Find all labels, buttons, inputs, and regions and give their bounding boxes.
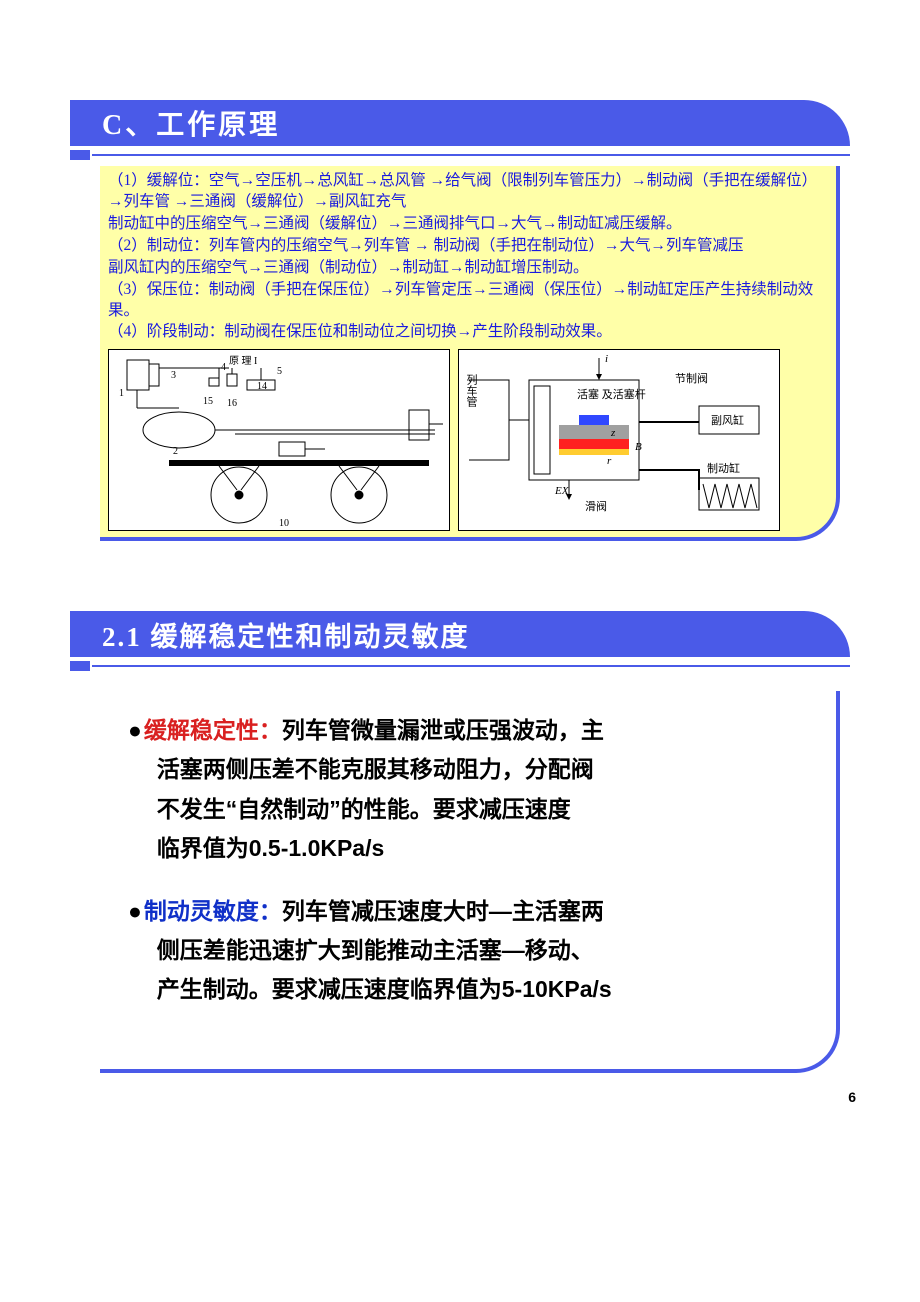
definition-brake-sensitivity: ●制动灵敏度：列车管减压速度大时—主活塞两 侧压差能迅速扩大到能推动主活塞—移动… bbox=[128, 892, 808, 1009]
def-text: 临界值为0.5-1.0KPa/s bbox=[157, 829, 808, 868]
diagram-triple-valve: 列车管 活塞 及活塞杆 节制阀 副风缸 制动缸 滑阀 B z r EX i bbox=[458, 349, 780, 531]
principle-line: （3）保压位：制动阀（手把在保压位）→列车管定压→三通阀（保压位）→制动缸定压产… bbox=[108, 280, 826, 322]
def-text: 列车管减压速度大时—主活塞两 bbox=[282, 898, 604, 924]
label-14: 14 bbox=[257, 381, 267, 392]
underline-rule bbox=[92, 154, 850, 156]
slide2-title: 2.1 缓解稳定性和制动灵敏度 bbox=[90, 611, 850, 657]
label-4: 4 bbox=[221, 362, 226, 373]
page-number: 6 bbox=[848, 1089, 856, 1105]
slide1-underline bbox=[70, 150, 850, 160]
label-2: 2 bbox=[173, 446, 178, 457]
label-valve: 节制阀 bbox=[675, 371, 708, 385]
label-EX: EX bbox=[554, 485, 570, 497]
label-3: 3 bbox=[171, 370, 176, 381]
def-text: 产生制动。要求减压速度临界值为5-10KPa/s bbox=[157, 970, 808, 1009]
principle-line: （2）制动位：列车管内的压缩空气→列车管 → 制动阀（手把在制动位）→大气→列车… bbox=[108, 236, 826, 257]
def-text: 侧压差能迅速扩大到能推动主活塞—移动、 bbox=[157, 931, 808, 970]
label-1: 1 bbox=[119, 388, 124, 399]
bullet-icon: ● bbox=[128, 898, 142, 924]
label-pipe: 列车管 bbox=[465, 373, 478, 408]
label-piston: 活塞 及活塞杆 bbox=[577, 387, 646, 401]
label-15: 15 bbox=[203, 396, 213, 407]
header-accent bbox=[70, 100, 90, 146]
label-5: 5 bbox=[277, 366, 282, 377]
slide2-header: 2.1 缓解稳定性和制动灵敏度 bbox=[70, 611, 850, 657]
diagram-train-schematic: 1 2 3 4 5 10 14 15 16 原 理 I bbox=[108, 349, 450, 531]
slide2-body: ●缓解稳定性：列车管微量漏泄或压强波动，主 活塞两侧压差不能克服其移动阻力，分配… bbox=[100, 691, 840, 1073]
slide2-underline bbox=[70, 661, 850, 671]
def-text: 不发生“自然制动”的性能。要求减压速度 bbox=[157, 790, 808, 829]
slide1-body: （1）缓解位：空气→空压机→总风缸→总风管 →给气阀（限制列车管压力）→制动阀（… bbox=[100, 166, 840, 541]
bullet-icon: ● bbox=[128, 717, 142, 743]
slide1-title: C、工作原理 bbox=[90, 100, 850, 146]
definition-release-stability: ●缓解稳定性：列车管微量漏泄或压强波动，主 活塞两侧压差不能克服其移动阻力，分配… bbox=[128, 711, 808, 867]
def-text: 活塞两侧压差不能克服其移动阻力，分配阀 bbox=[157, 750, 808, 789]
principle-line: 制动缸中的压缩空气→三通阀（缓解位）→三通阀排气口→大气→制动缸减压缓解。 bbox=[108, 214, 826, 235]
label-10: 10 bbox=[279, 518, 289, 529]
label-r: r bbox=[607, 455, 612, 467]
underline-accent bbox=[70, 150, 90, 160]
def-text: 列车管微量漏泄或压强波动，主 bbox=[282, 717, 604, 743]
principle-line: 副风缸内的压缩空气→三通阀（制动位）→制动缸→制动缸增压制动。 bbox=[108, 258, 826, 279]
underline-rule bbox=[92, 665, 850, 667]
label-16: 16 bbox=[227, 398, 237, 409]
slide-stability-sensitivity: 2.1 缓解稳定性和制动灵敏度 ●缓解稳定性：列车管微量漏泄或压强波动，主 活塞… bbox=[70, 611, 850, 1073]
principle-line: （4）阶段制动：制动阀在保压位和制动位之间切换→产生阶段制动效果。 bbox=[108, 322, 826, 343]
label-rl: 原 理 I bbox=[229, 355, 257, 367]
label-slide-valve: 滑阀 bbox=[585, 499, 607, 513]
label-z: z bbox=[610, 427, 616, 439]
slide1-header: C、工作原理 bbox=[70, 100, 850, 146]
diagram-row: 1 2 3 4 5 10 14 15 16 原 理 I bbox=[108, 349, 826, 531]
header-accent bbox=[70, 611, 90, 657]
label-reservoir: 副风缸 bbox=[711, 413, 744, 427]
slide-working-principle: C、工作原理 （1）缓解位：空气→空压机→总风缸→总风管 →给气阀（限制列车管压… bbox=[70, 100, 850, 541]
label-i: i bbox=[605, 353, 608, 365]
principle-line: （1）缓解位：空气→空压机→总风缸→总风管 →给气阀（限制列车管压力）→制动阀（… bbox=[108, 171, 826, 213]
underline-accent bbox=[70, 661, 90, 671]
term-release-stability: 缓解稳定性： bbox=[144, 717, 282, 743]
label-B: B bbox=[635, 441, 642, 453]
label-cylinder: 制动缸 bbox=[707, 461, 740, 475]
term-brake-sensitivity: 制动灵敏度： bbox=[144, 898, 282, 924]
